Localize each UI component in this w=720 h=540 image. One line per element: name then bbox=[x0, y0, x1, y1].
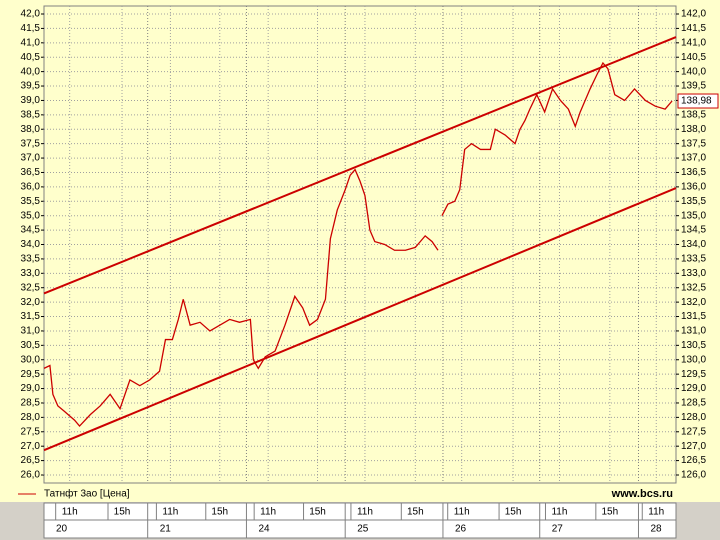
y-tick-label: 33,5 bbox=[21, 254, 41, 265]
y-tick-label: 27,5 bbox=[21, 426, 41, 437]
y-tick-label: 26,5 bbox=[21, 455, 41, 466]
y-tick-label: 35,0 bbox=[21, 210, 41, 221]
y-tick-label: 40,0 bbox=[21, 66, 41, 77]
price-line bbox=[43, 168, 439, 427]
x-tick-label: 11h bbox=[551, 507, 567, 518]
y2-tick-label: 134,0 bbox=[681, 239, 706, 250]
y-tick-label: 38,5 bbox=[21, 109, 41, 120]
x-tick-label: 15h bbox=[505, 507, 522, 518]
legend-label: Татнфт 3ао [Цена] bbox=[44, 488, 130, 500]
y2-tick-label: 134,5 bbox=[681, 225, 706, 236]
y2-tick-label: 136,5 bbox=[681, 167, 706, 178]
y2-tick-label: 128,0 bbox=[681, 412, 706, 423]
x-tick-label: 11h bbox=[648, 507, 664, 518]
price-line bbox=[441, 61, 673, 216]
y-tick-label: 26,0 bbox=[21, 470, 41, 481]
y2-tick-label: 137,0 bbox=[681, 153, 706, 164]
y2-tick-label: 126,5 bbox=[681, 455, 706, 466]
y-tick-label: 34,5 bbox=[21, 225, 41, 236]
y-tick-label: 41,0 bbox=[21, 37, 41, 48]
day-tick-label: 21 bbox=[160, 524, 172, 535]
y-tick-label: 31,5 bbox=[21, 311, 41, 322]
y-tick-label: 37,5 bbox=[21, 138, 41, 149]
y-tick-label: 32,5 bbox=[21, 282, 41, 293]
y2-tick-label: 129,5 bbox=[681, 369, 706, 380]
y-tick-label: 39,5 bbox=[21, 81, 41, 92]
y2-tick-label: 132,5 bbox=[681, 282, 706, 293]
y-tick-label: 39,0 bbox=[21, 95, 41, 106]
y-tick-label: 32,0 bbox=[21, 297, 41, 308]
x-tick-label: 15h bbox=[309, 507, 326, 518]
y2-tick-label: 142,0 bbox=[681, 9, 706, 20]
day-tick-label: 24 bbox=[258, 524, 270, 535]
price-line bbox=[43, 36, 677, 295]
x-tick-label: 11h bbox=[454, 507, 470, 518]
x-tick-label: 11h bbox=[62, 507, 78, 518]
day-tick-label: 28 bbox=[650, 524, 662, 535]
y-tick-label: 33,0 bbox=[21, 268, 41, 279]
x-tick-label: 11h bbox=[357, 507, 373, 518]
y-tick-label: 27,0 bbox=[21, 441, 41, 452]
y-tick-label: 28,5 bbox=[21, 398, 41, 409]
y-tick-label: 41,5 bbox=[21, 23, 41, 34]
last-price-label: 138,98 bbox=[681, 96, 712, 107]
last-price-box bbox=[677, 93, 719, 109]
y2-tick-label: 140,5 bbox=[681, 52, 706, 63]
y-tick-label: 29,0 bbox=[21, 383, 41, 394]
y2-tick-label: 131,0 bbox=[681, 326, 706, 337]
y2-tick-label: 127,0 bbox=[681, 441, 706, 452]
y2-tick-label: 138,0 bbox=[681, 124, 706, 135]
y2-tick-label: 137,5 bbox=[681, 138, 706, 149]
x-tick-label: 15h bbox=[601, 507, 618, 518]
y-tick-label: 29,5 bbox=[21, 369, 41, 380]
source: www.bcs.ru bbox=[611, 488, 673, 500]
y-tick-label: 28,0 bbox=[21, 412, 41, 423]
y2-tick-label: 136,0 bbox=[681, 182, 706, 193]
y2-tick-label: 135,0 bbox=[681, 210, 706, 221]
y-tick-label: 30,0 bbox=[21, 354, 41, 365]
x-tick-label: 15h bbox=[211, 507, 228, 518]
y-tick-label: 34,0 bbox=[21, 239, 41, 250]
y2-tick-label: 129,0 bbox=[681, 383, 706, 394]
y-tick-label: 35,5 bbox=[21, 196, 41, 207]
y2-tick-label: 141,5 bbox=[681, 23, 706, 34]
y-tick-label: 30,5 bbox=[21, 340, 41, 351]
y2-tick-label: 128,5 bbox=[681, 398, 706, 409]
day-tick-label: 26 bbox=[455, 524, 467, 535]
y-tick-label: 37,0 bbox=[21, 153, 41, 164]
x-tick-label: 11h bbox=[162, 507, 178, 518]
day-tick-label: 27 bbox=[552, 524, 564, 535]
y-tick-label: 36,5 bbox=[21, 167, 41, 178]
y2-tick-label: 130,0 bbox=[681, 354, 706, 365]
y-tick-label: 36,0 bbox=[21, 182, 41, 193]
y2-tick-label: 130,5 bbox=[681, 340, 706, 351]
x-tick-label: 15h bbox=[407, 507, 424, 518]
y2-tick-label: 131,5 bbox=[681, 311, 706, 322]
y2-tick-label: 126,0 bbox=[681, 470, 706, 481]
day-tick-label: 20 bbox=[56, 524, 68, 535]
y-tick-label: 42,0 bbox=[21, 9, 41, 20]
y-tick-label: 38,0 bbox=[21, 124, 41, 135]
y-tick-label: 31,0 bbox=[21, 326, 41, 337]
y2-tick-label: 140,0 bbox=[681, 66, 706, 77]
y2-tick-label: 133,5 bbox=[681, 254, 706, 265]
y-tick-label: 40,5 bbox=[21, 52, 41, 63]
y2-tick-label: 135,5 bbox=[681, 196, 706, 207]
x-tick-label: 15h bbox=[114, 507, 131, 518]
y2-tick-label: 132,0 bbox=[681, 297, 706, 308]
y2-tick-label: 127,5 bbox=[681, 426, 706, 437]
y2-tick-label: 138,5 bbox=[681, 109, 706, 120]
x-tick-label: 11h bbox=[260, 507, 276, 518]
y2-tick-label: 141,0 bbox=[681, 37, 706, 48]
price-line bbox=[43, 187, 677, 452]
y2-tick-label: 133,0 bbox=[681, 268, 706, 279]
y2-tick-label: 139,5 bbox=[681, 81, 706, 92]
day-tick-label: 25 bbox=[357, 524, 369, 535]
